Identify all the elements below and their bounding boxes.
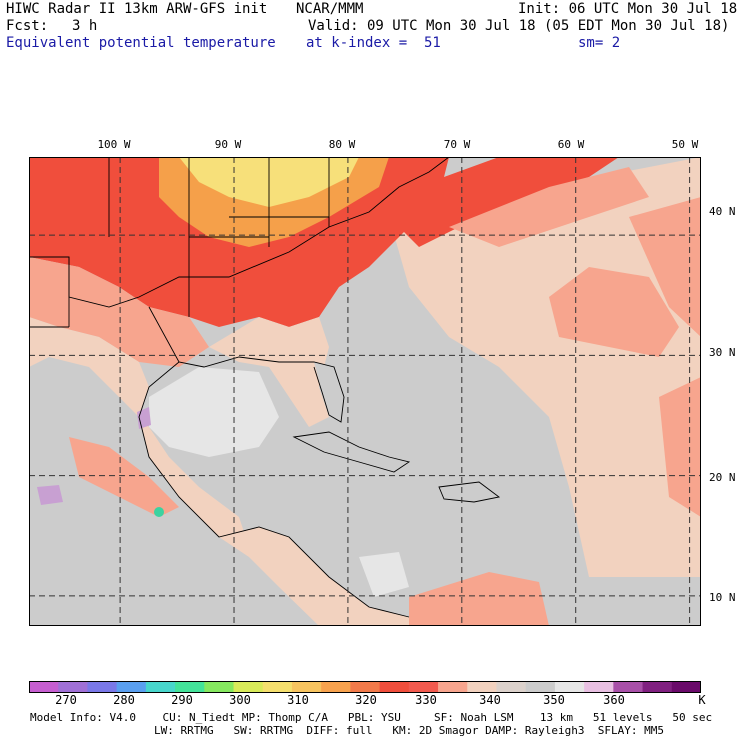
colorbar-label-310: 310	[287, 693, 309, 707]
colorbar-label-320: 320	[355, 693, 377, 707]
colorbar-label-280: 280	[113, 693, 135, 707]
southeast-tan	[209, 317, 329, 427]
colorbar-border	[29, 681, 701, 693]
colorbar-label-290: 290	[171, 693, 193, 707]
colorbar-label-330: 330	[415, 693, 437, 707]
florida-gray	[314, 362, 344, 422]
colorbar-swatch	[175, 681, 205, 693]
colorbar-swatch	[58, 681, 88, 693]
colorbar-label-340: 340	[479, 693, 501, 707]
colorbar	[29, 681, 701, 693]
lon-label-100w: 100 W	[97, 138, 131, 151]
lat-label-40n: 40 N	[709, 205, 736, 218]
lon-label-70w: 70 W	[443, 138, 471, 151]
colorbar-unit: K	[698, 693, 706, 707]
colorbar-swatch	[116, 681, 147, 693]
northatlantic-red-region	[389, 157, 619, 247]
plains-salmon	[29, 257, 209, 367]
lon-label-90w: 90 W	[214, 138, 242, 151]
colorbar-swatch	[262, 681, 293, 693]
caribbean-lightgray	[359, 552, 409, 597]
purple-pocket-1	[37, 485, 63, 505]
colorbar-swatch	[29, 681, 59, 693]
colorbar-swatch	[613, 681, 644, 693]
colorbar-swatch	[379, 681, 410, 693]
colorbar-swatch	[642, 681, 673, 693]
southamerica-salmon	[409, 572, 549, 626]
gulf-lightgray	[149, 367, 279, 457]
lon-label-80w: 80 W	[328, 138, 356, 151]
lat-label-20n: 20 N	[709, 471, 736, 484]
model-info-line2: LW: RRTMG SW: RRTMG DIFF: full KM: 2D Sm…	[154, 724, 664, 737]
colorbar-swatch	[291, 681, 322, 693]
vertical-level: at k-index = 51	[306, 35, 441, 51]
atlantic-salmon-patch-3	[659, 377, 701, 517]
lon-label-60w: 60 W	[557, 138, 585, 151]
init-time: Init: 06 UTC Mon 30 Jul 18	[518, 1, 738, 17]
forecast-hour: 3 h	[72, 18, 98, 34]
colorbar-label-300: 300	[229, 693, 251, 707]
colorbar-swatch	[584, 681, 614, 693]
colorbar-swatch	[408, 681, 439, 693]
teal-spot	[154, 507, 164, 517]
model-info-line1: Model Info: V4.0 CU: N_Tiedt MP: Thomp C…	[30, 711, 713, 724]
colorbar-swatch	[204, 681, 235, 693]
colorbar-swatch	[496, 681, 527, 693]
colorbar-swatch	[438, 681, 468, 693]
colorbar-swatch	[350, 681, 381, 693]
valid-time: Valid: 09 UTC Mon 30 Jul 18 (05 EDT Mon …	[308, 18, 730, 34]
theta-e-map	[29, 157, 701, 626]
colorbar-swatch	[525, 681, 556, 693]
colorbar-swatch	[467, 681, 497, 693]
northatlantic-salmon-region	[449, 167, 649, 247]
colorbar-label-350: 350	[543, 693, 565, 707]
mexico-tan	[29, 317, 249, 547]
atlantic-salmon-patch-2	[629, 197, 701, 337]
lat-label-30n: 30 N	[709, 346, 736, 359]
colorbar-swatch	[87, 681, 118, 693]
colorbar-swatch	[554, 681, 585, 693]
smoothing-label: sm= 2	[578, 35, 621, 51]
coastline-borders	[29, 157, 501, 618]
atlantic-salmon-patch-1	[549, 267, 679, 357]
colorbar-swatch	[671, 681, 701, 693]
colorbar-label-360: 360	[603, 693, 625, 707]
map-border	[29, 157, 701, 626]
lat-label-10n: 10 N	[709, 591, 736, 604]
field-name: Equivalent potential temperature	[6, 35, 276, 51]
mexico-plateau-salmon	[69, 437, 179, 517]
latlon-grid	[29, 157, 701, 626]
lon-label-50w: 50 W	[671, 138, 699, 151]
colorbar-label-270: 270	[55, 693, 77, 707]
atlantic-tan-region	[389, 157, 701, 577]
model-title: HIWC Radar II 13km ARW-GFS init	[6, 1, 268, 17]
colorbar-swatch	[145, 681, 176, 693]
colorbar-swatch	[321, 681, 351, 693]
forecast-label: Fcst:	[6, 18, 49, 34]
colorbar-swatch	[233, 681, 264, 693]
org-label: NCAR/MMM	[296, 1, 364, 17]
